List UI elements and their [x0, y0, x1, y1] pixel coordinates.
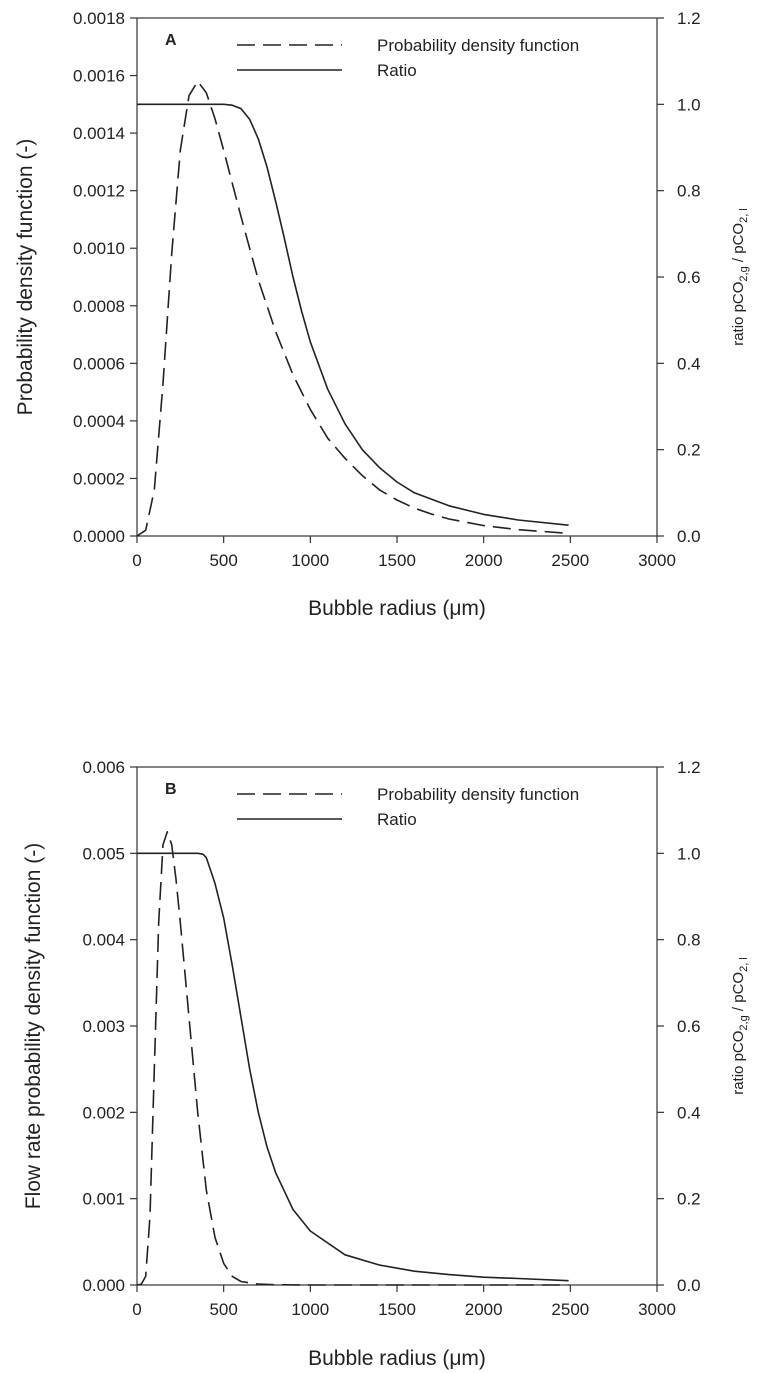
legend-label: Probability density function [377, 36, 579, 55]
x-tick-label: 500 [209, 1300, 237, 1319]
y-right-axis-title-part: / pCO [730, 223, 747, 266]
y-tick-label: 0.0016 [73, 67, 125, 86]
y-right-tick-label: 0.2 [677, 441, 701, 460]
y-axis-title: Probability density function (-) [14, 139, 37, 416]
chart-panel-b: 0 500 1000 1500 2000 2500 3000 0.000 0.001 0.002 0… [22, 758, 750, 1370]
y-right-tick-label: 0.0 [677, 1276, 701, 1295]
y-right-tick-label: 0.6 [677, 268, 701, 287]
x-tick-label: 1500 [378, 1300, 416, 1319]
x-tick-label: 3000 [638, 1300, 676, 1319]
y-right-tick-label: 0.8 [677, 182, 701, 201]
y-tick-label: 0.0012 [73, 182, 125, 201]
y-tick-label: 0.004 [82, 931, 125, 950]
legend-label: Ratio [377, 61, 417, 80]
x-axis-title: Bubble radius (μm) [308, 1347, 486, 1370]
x-tick-label: 0 [132, 551, 141, 570]
x-tick-label: 3000 [638, 551, 676, 570]
x-tick-label: 1000 [291, 551, 329, 570]
x-tick-label: 1000 [291, 1300, 329, 1319]
y-tick-label: 0.0010 [73, 239, 125, 258]
series-line-probability-density-function [136, 80, 569, 537]
y-tick-label: 0.0004 [73, 412, 125, 431]
x-tick-label: 0 [132, 1300, 141, 1319]
x-tick-label: 500 [209, 551, 237, 570]
y-tick-label: 0.002 [82, 1103, 125, 1122]
y-axis-title: Flow rate probability density function (… [22, 843, 45, 1210]
y-right-tick-label: 0.2 [677, 1190, 701, 1209]
y-right-axis-title-part: ratio pCO [730, 282, 747, 346]
y-right-axis-title-part: ratio pCO [730, 1031, 747, 1095]
y-right-tick-label: 1.0 [677, 95, 701, 114]
y-tick-label: 0.0014 [73, 124, 125, 143]
y-tick-label: 0.0006 [73, 354, 125, 373]
y-tick-label: 0.0008 [73, 297, 125, 316]
chart-panel-a: 0 500 1000 1500 2000 2500 30000.00000.00020.00… [14, 9, 750, 620]
y-right-axis-title-part: 2, l [738, 208, 750, 223]
series-line-probability-density-function [136, 830, 569, 1286]
y-right-axis-title: ratio pCO2,g / pCO2, l [730, 208, 750, 346]
y-right-axis-title: ratio pCO2,g / pCO2, l [730, 957, 750, 1095]
y-right-axis-title-part: 2,g [738, 266, 750, 281]
x-tick-label: 2500 [551, 1300, 589, 1319]
legend-label: Ratio [377, 810, 417, 829]
y-right-tick-label: 1.2 [677, 758, 701, 777]
y-tick-label: 0.001 [82, 1190, 125, 1209]
x-tick-label: 2500 [551, 551, 589, 570]
y-right-axis-title-part: 2, l [738, 957, 750, 972]
plot-frame [136, 17, 658, 537]
y-tick-label: 0.000 [82, 1276, 125, 1295]
y-right-axis-title-part: / pCO [730, 972, 747, 1015]
y-right-tick-label: 1.2 [677, 9, 701, 28]
y-right-tick-label: 0.6 [677, 1017, 701, 1036]
y-right-tick-label: 0.4 [677, 1103, 701, 1122]
y-tick-label: 0.0002 [73, 469, 125, 488]
y-right-tick-label: 0.0 [677, 527, 701, 546]
y-right-tick-label: 0.8 [677, 931, 701, 950]
y-tick-label: 0.005 [82, 844, 125, 863]
panel-label: B [165, 781, 177, 798]
y-right-tick-label: 0.4 [677, 354, 701, 373]
y-right-axis-title-part: 2,g [738, 1015, 750, 1030]
y-tick-label: 0.006 [82, 758, 125, 777]
series-line-ratio [137, 103, 569, 526]
series-line-ratio [137, 852, 569, 1282]
x-axis-title: Bubble radius (μm) [308, 597, 486, 620]
x-tick-label: 2000 [465, 551, 503, 570]
x-tick-label: 2000 [465, 1300, 503, 1319]
y-right-tick-label: 1.0 [677, 844, 701, 863]
plot-frame [136, 766, 658, 1286]
legend-label: Probability density function [377, 785, 579, 804]
y-tick-label: 0.0018 [73, 9, 125, 28]
x-tick-label: 1500 [378, 551, 416, 570]
panel-label: A [165, 32, 177, 49]
y-tick-label: 0.0000 [73, 527, 125, 546]
y-tick-label: 0.003 [82, 1017, 125, 1036]
